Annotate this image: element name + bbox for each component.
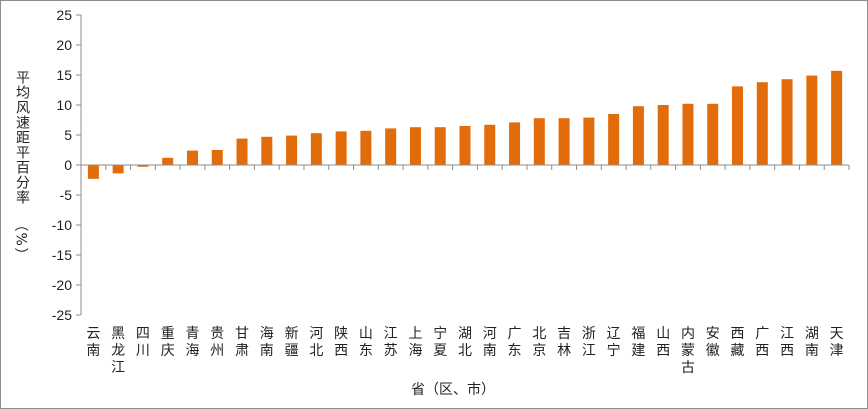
bar: [211, 150, 223, 165]
x-category-label: 广西: [755, 326, 769, 359]
bar: [310, 133, 322, 165]
bar: [509, 122, 521, 165]
bar: [434, 127, 446, 165]
y-axis: -25 -20 -15 -10 -5 0 5 10 15 20 25: [52, 7, 82, 323]
bar: [756, 82, 768, 165]
y-tick-label: 20: [56, 37, 72, 53]
y-tick-label: -15: [52, 247, 72, 263]
x-category-label: 上海: [408, 326, 422, 359]
x-category-label: 北京: [532, 326, 546, 359]
bar: [831, 70, 843, 165]
x-category-label: 浙江: [582, 326, 596, 359]
bar: [162, 157, 174, 165]
bar: [657, 105, 669, 165]
bars: [87, 70, 843, 179]
x-category-label: 陕西: [334, 326, 348, 359]
bar: [137, 165, 149, 167]
y-tick-label: -25: [52, 307, 72, 323]
bar: [87, 165, 99, 179]
bar: [409, 127, 421, 165]
bar: [558, 118, 570, 165]
x-category-label: 河北: [309, 326, 323, 359]
x-category-label: 四川: [136, 326, 150, 359]
y-tick-label: 0: [64, 157, 72, 173]
x-category-label: 新疆: [285, 326, 299, 359]
x-category-label: 宁夏: [433, 325, 447, 359]
x-category-label: 内蒙古: [681, 326, 695, 376]
bar: [732, 86, 744, 165]
bar: [459, 126, 471, 165]
x-category-label: 云南: [86, 326, 100, 359]
x-category-label: 江西: [780, 326, 794, 359]
y-tick-label: 5: [64, 127, 72, 143]
bar: [632, 106, 644, 165]
bar: [335, 131, 347, 165]
y-tick-label: 15: [56, 67, 72, 83]
x-category-label: 湖南: [805, 326, 819, 359]
y-tick-label: -10: [52, 217, 72, 233]
bar: [533, 118, 545, 165]
bar: [484, 124, 496, 165]
bar: [236, 138, 248, 165]
x-category-label: 西藏: [731, 326, 745, 359]
x-category-label: 辽宁: [607, 326, 621, 359]
x-category-label: 青海: [185, 326, 199, 359]
bar: [583, 117, 595, 165]
x-category-label: 贵州: [210, 326, 224, 359]
bar: [806, 75, 818, 165]
x-category-label: 吉林: [557, 326, 571, 359]
x-category-label: 黑龙江: [111, 326, 125, 376]
y-tick-label: 25: [56, 7, 72, 23]
x-axis: [80, 164, 850, 170]
x-axis-title: 省（区、市）: [411, 381, 495, 398]
x-category-label: 广东: [508, 326, 522, 359]
x-category-label: 山西: [656, 326, 670, 359]
x-category-labels: 云南黑龙江四川重庆青海贵州甘肃海南新疆河北陕西山东江苏上海宁夏湖北河南广东北京吉…: [86, 325, 843, 376]
bar: [608, 114, 620, 165]
bar: [385, 128, 397, 165]
y-tick-label: 10: [56, 97, 72, 113]
bar: [112, 165, 124, 174]
bar: [781, 79, 793, 165]
bar: [682, 103, 694, 165]
y-tick-label: -20: [52, 277, 72, 293]
x-category-label: 山东: [359, 326, 373, 359]
x-category-label: 海南: [260, 326, 274, 359]
x-category-label: 安徽: [706, 326, 720, 359]
y-tick-label: -5: [60, 187, 73, 203]
x-category-label: 湖北: [458, 326, 472, 359]
x-category-label: 江苏: [384, 326, 398, 359]
x-category-label: 河南: [483, 326, 497, 359]
x-category-label: 甘肃: [235, 326, 249, 359]
bar: [261, 136, 273, 165]
x-category-label: 天津: [830, 326, 844, 359]
bar: [286, 135, 298, 165]
x-category-label: 福建: [631, 326, 645, 359]
y-axis-title: 平均风速距平百分率（%）: [12, 71, 30, 262]
bar: [186, 150, 198, 165]
x-category-label: 重庆: [161, 326, 175, 359]
bar: [707, 103, 719, 165]
bar: [360, 130, 372, 165]
